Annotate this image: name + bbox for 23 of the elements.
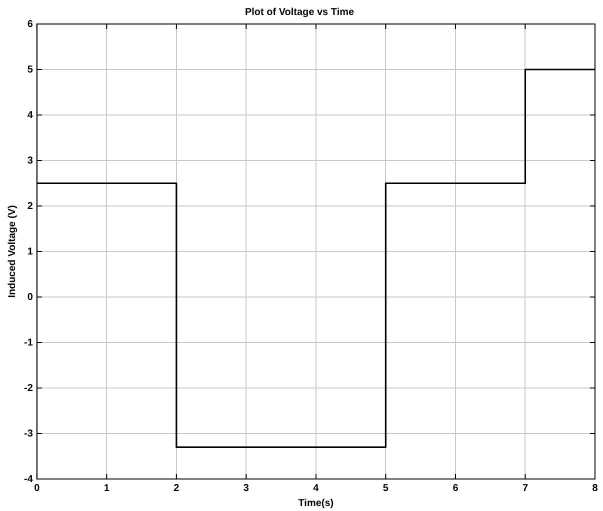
x-tick-label: 8 [592, 482, 598, 494]
y-tick-label: -2 [24, 382, 34, 394]
x-tick-label: 2 [174, 482, 180, 494]
y-tick-label: -3 [24, 428, 34, 440]
chart-title: Plot of Voltage vs Time [244, 6, 354, 18]
y-tick-label: -1 [24, 337, 34, 348]
y-tick-label: 1 [27, 246, 34, 258]
y-tick-label: 2 [27, 200, 34, 212]
x-tick-label: 1 [104, 482, 110, 494]
x-axis-title: Time(s) [298, 498, 334, 509]
x-tick-label: 4 [313, 482, 320, 494]
x-tick-label: 3 [243, 482, 250, 494]
y-tick-label: 6 [27, 18, 34, 30]
y-tick-label: 4 [27, 110, 34, 121]
y-axis-title: Induced Voltage (V) [6, 205, 18, 298]
y-tick-label: 0 [27, 292, 34, 303]
x-tick-label: 6 [452, 482, 459, 494]
y-tick-label: -4 [24, 474, 34, 485]
x-tick-label: 7 [522, 482, 528, 494]
x-tick-label: 5 [382, 482, 389, 494]
x-tick-label: 0 [34, 482, 40, 494]
y-tick-label: 5 [27, 64, 34, 76]
y-tick-label: 3 [27, 155, 34, 166]
